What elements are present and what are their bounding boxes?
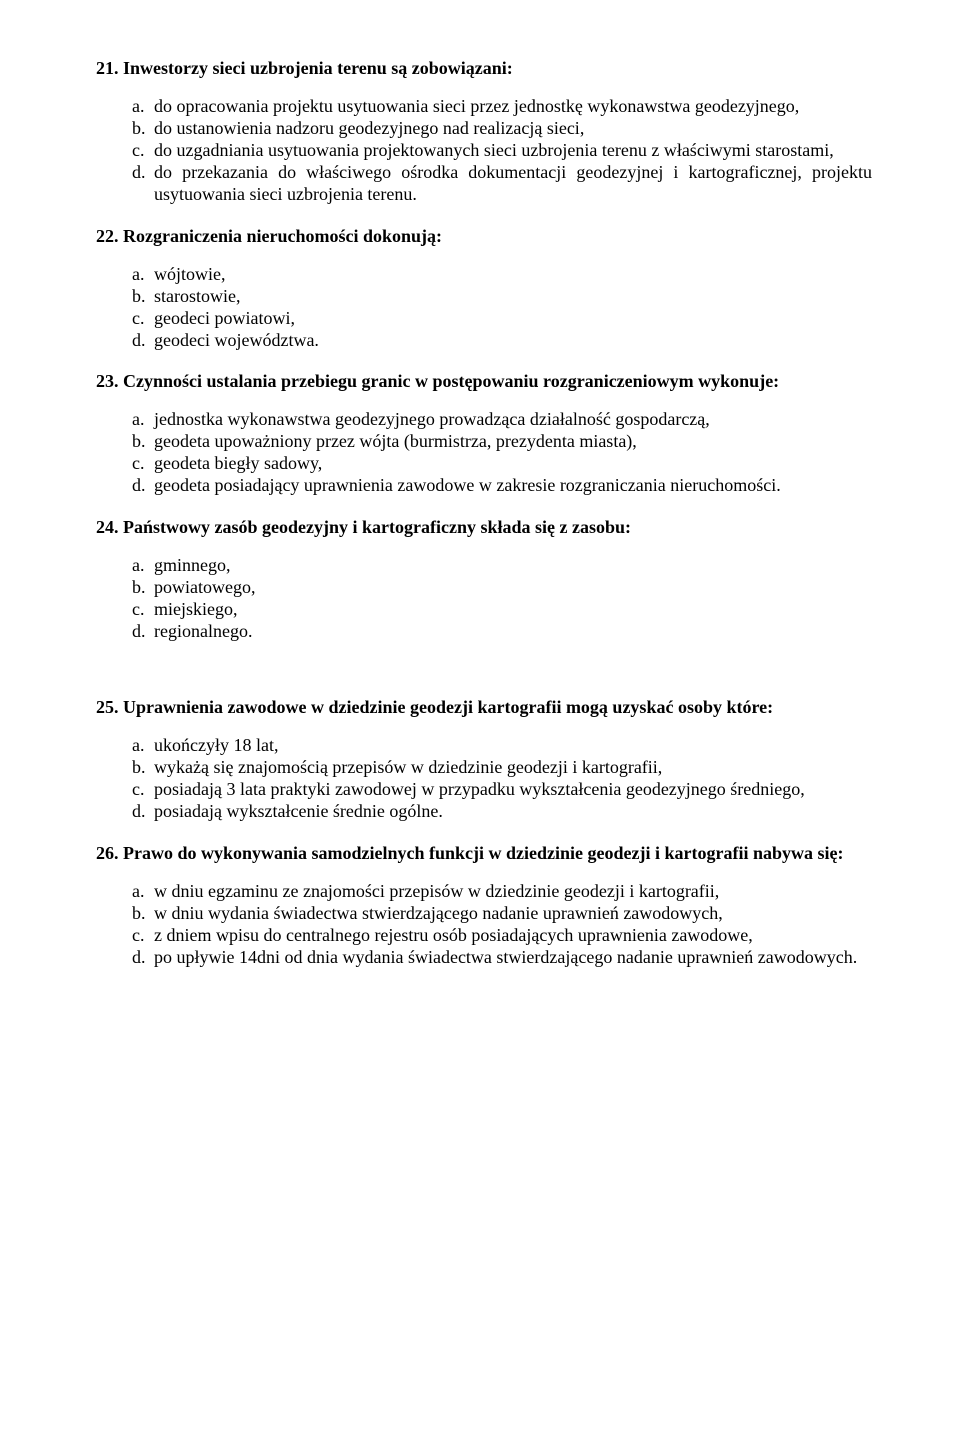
option-item: c.do uzgadniania usytuowania projektowan… [132,140,872,162]
option-label: a. [132,555,154,577]
option-item: d.regionalnego. [132,621,872,643]
question-number: 22. [96,226,119,246]
option-label: a. [132,264,154,286]
option-text: starostowie, [154,286,872,308]
option-item: c.posiadają 3 lata praktyki zawodowej w … [132,779,872,801]
option-item: b.w dniu wydania świadectwa stwierdzając… [132,903,872,925]
option-label: a. [132,881,154,903]
option-text: posiadają 3 lata praktyki zawodowej w pr… [154,779,872,801]
option-text: regionalnego. [154,621,872,643]
option-text: po upływie 14dni od dnia wydania świadec… [154,947,872,969]
question-number: 21. [96,58,119,78]
option-text: ukończyły 18 lat, [154,735,872,757]
question-title: Uprawnienia zawodowe w dziedzinie geodez… [123,697,773,717]
option-text: gminnego, [154,555,872,577]
option-label: c. [132,308,154,330]
option-text: do opracowania projektu usytuowania siec… [154,96,872,118]
option-item: d.geodeci województwa. [132,330,872,352]
option-list: a.wójtowie, b.starostowie, c.geodeci pow… [96,264,872,352]
option-text: geodeta upoważniony przez wójta (burmist… [154,431,872,453]
question-number: 25. [96,697,119,717]
option-item: c.miejskiego, [132,599,872,621]
option-item: b.powiatowego, [132,577,872,599]
option-label: c. [132,779,154,801]
option-text: z dniem wpisu do centralnego rejestru os… [154,925,872,947]
option-text: jednostka wykonawstwa geodezyjnego prowa… [154,409,872,431]
option-label: a. [132,409,154,431]
spacer [96,655,872,677]
option-text: do uzgadniania usytuowania projektowanyc… [154,140,872,162]
option-text: w dniu egzaminu ze znajomości przepisów … [154,881,872,903]
option-label: b. [132,903,154,925]
option-label: c. [132,599,154,621]
option-list: a.gminnego, b.powiatowego, c.miejskiego,… [96,555,872,643]
option-text: miejskiego, [154,599,872,621]
option-text: wójtowie, [154,264,872,286]
option-list: a.ukończyły 18 lat, b.wykażą się znajomo… [96,735,872,823]
document-page: 21. Inwestorzy sieci uzbrojenia terenu s… [0,0,960,1031]
option-list: a.do opracowania projektu usytuowania si… [96,96,872,206]
option-label: d. [132,330,154,352]
option-label: d. [132,162,154,206]
option-text: do przekazania do właściwego ośrodka dok… [154,162,872,206]
option-item: b.do ustanowienia nadzoru geodezyjnego n… [132,118,872,140]
question-number: 24. [96,517,119,537]
question-title: Inwestorzy sieci uzbrojenia terenu są zo… [123,58,513,78]
option-label: d. [132,621,154,643]
option-item: b.starostowie, [132,286,872,308]
question-number: 23. [96,371,119,391]
option-item: a.gminnego, [132,555,872,577]
option-label: d. [132,947,154,969]
option-label: d. [132,475,154,497]
option-label: b. [132,431,154,453]
option-item: d.posiadają wykształcenie średnie ogólne… [132,801,872,823]
option-item: a.w dniu egzaminu ze znajomości przepisó… [132,881,872,903]
question-number: 26. [96,843,119,863]
option-text: powiatowego, [154,577,872,599]
option-text: w dniu wydania świadectwa stwierdzająceg… [154,903,872,925]
option-list: a.w dniu egzaminu ze znajomości przepisó… [96,881,872,969]
question-heading: 26. Prawo do wykonywania samodzielnych f… [96,843,872,865]
question-title: Rozgraniczenia nieruchomości dokonują: [123,226,442,246]
question-heading: 25. Uprawnienia zawodowe w dziedzinie ge… [96,697,872,719]
option-label: b. [132,286,154,308]
option-item: d.po upływie 14dni od dnia wydania świad… [132,947,872,969]
option-text: geodeci województwa. [154,330,872,352]
option-item: d.geodeta posiadający uprawnienia zawodo… [132,475,872,497]
option-label: a. [132,735,154,757]
option-label: b. [132,577,154,599]
option-label: c. [132,453,154,475]
option-item: c.geodeta biegły sadowy, [132,453,872,475]
question-heading: 24. Państwowy zasób geodezyjny i kartogr… [96,517,872,539]
option-list: a.jednostka wykonawstwa geodezyjnego pro… [96,409,872,497]
option-label: b. [132,118,154,140]
option-label: c. [132,925,154,947]
option-text: do ustanowienia nadzoru geodezyjnego nad… [154,118,872,140]
option-text: wykażą się znajomością przepisów w dzied… [154,757,872,779]
option-label: a. [132,96,154,118]
option-text: geodeta posiadający uprawnienia zawodowe… [154,475,872,497]
option-item: b.wykażą się znajomością przepisów w dzi… [132,757,872,779]
option-item: c.geodeci powiatowi, [132,308,872,330]
question-title: Prawo do wykonywania samodzielnych funkc… [123,843,844,863]
question-heading: 22. Rozgraniczenia nieruchomości dokonuj… [96,226,872,248]
option-label: d. [132,801,154,823]
question-title: Czynności ustalania przebiegu granic w p… [123,371,779,391]
option-label: c. [132,140,154,162]
question-title: Państwowy zasób geodezyjny i kartografic… [123,517,631,537]
option-label: b. [132,757,154,779]
question-heading: 21. Inwestorzy sieci uzbrojenia terenu s… [96,58,872,80]
option-item: a.do opracowania projektu usytuowania si… [132,96,872,118]
question-heading: 23. Czynności ustalania przebiegu granic… [96,371,872,393]
option-item: a.ukończyły 18 lat, [132,735,872,757]
option-text: geodeci powiatowi, [154,308,872,330]
option-item: a.wójtowie, [132,264,872,286]
option-item: b.geodeta upoważniony przez wójta (burmi… [132,431,872,453]
option-text: posiadają wykształcenie średnie ogólne. [154,801,872,823]
option-item: a.jednostka wykonawstwa geodezyjnego pro… [132,409,872,431]
option-item: d.do przekazania do właściwego ośrodka d… [132,162,872,206]
option-text: geodeta biegły sadowy, [154,453,872,475]
option-item: c.z dniem wpisu do centralnego rejestru … [132,925,872,947]
